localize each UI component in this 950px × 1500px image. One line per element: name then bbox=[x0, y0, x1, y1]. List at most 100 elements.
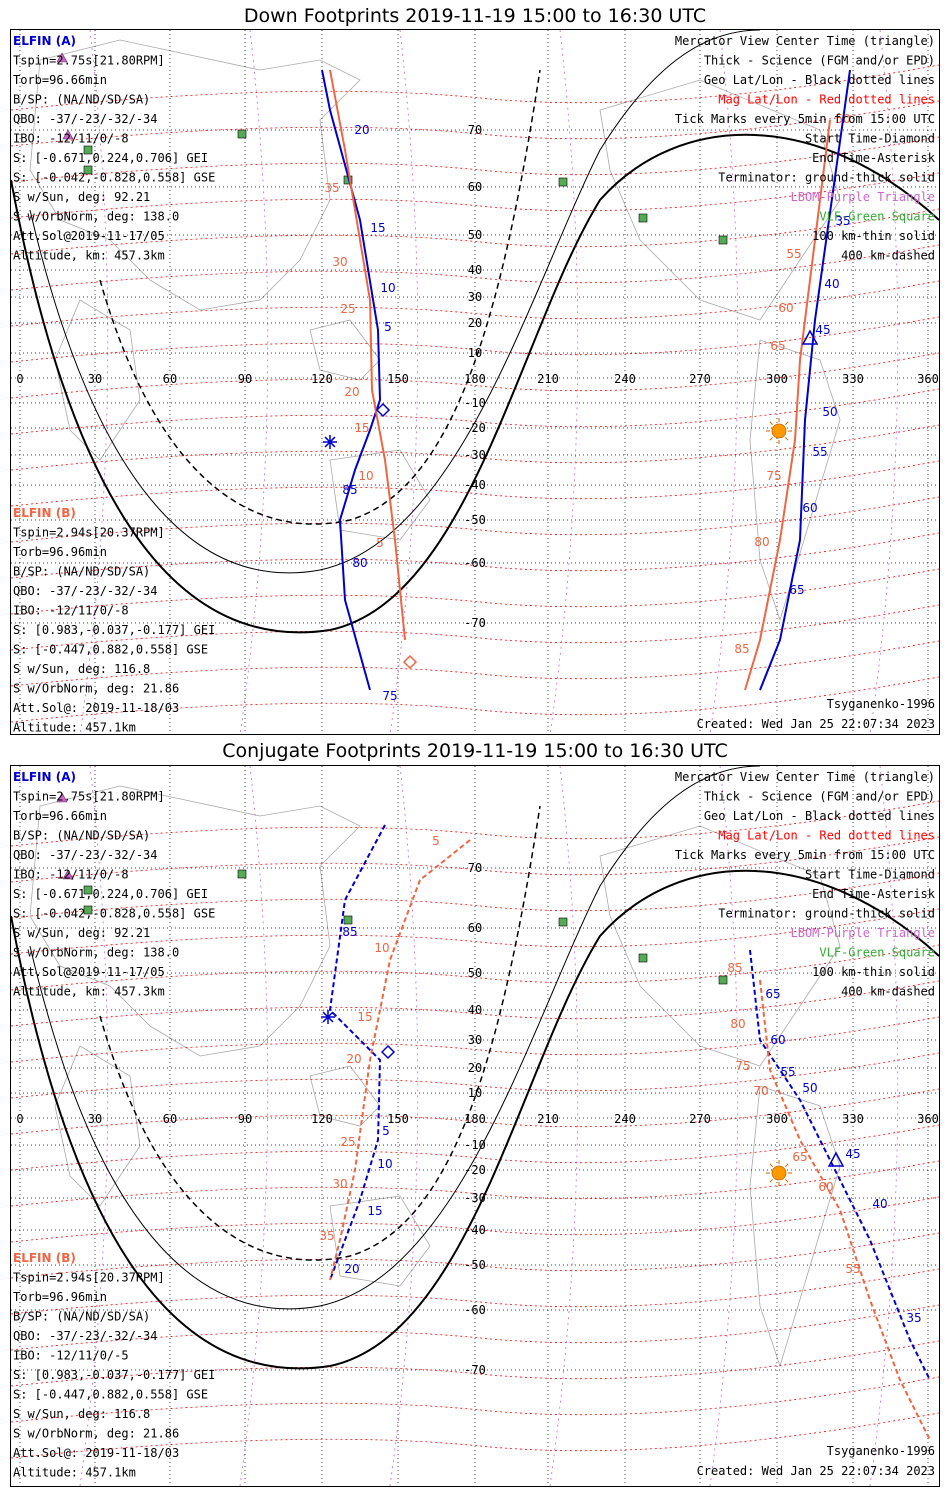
elfin-b-label: ELFIN (B) bbox=[13, 506, 76, 520]
elfin-a-info-line: Altitude, km: 457.3km bbox=[13, 249, 165, 263]
elfin-a-east-tick-label: 50 bbox=[822, 405, 837, 419]
map-content: 5 10 15 20 25 30 35 85 5 10 15 20 65 60 55 50 45 40 35 85 80… bbox=[11, 766, 939, 1486]
lat-tick-label: -40 bbox=[464, 478, 486, 492]
elfin-b-tick-label: 30 bbox=[332, 255, 347, 269]
landmass-outline bbox=[599, 79, 841, 321]
elfin-a-label: ELFIN (A) bbox=[13, 34, 76, 48]
mag-lon-gridline bbox=[549, 30, 579, 735]
lon-tick-label: 30 bbox=[88, 1112, 102, 1126]
mag-lon-gridline bbox=[869, 766, 899, 1486]
sun-icon bbox=[771, 1165, 787, 1181]
sun-ray bbox=[769, 437, 773, 441]
vlf-station-marker bbox=[83, 165, 93, 175]
elfin-b-track-east bbox=[744, 119, 831, 691]
elfin-a-tick-label: 15 bbox=[370, 221, 385, 235]
elfin-a-east-tick-label: 60 bbox=[770, 1033, 785, 1047]
landmass-outline bbox=[329, 1195, 431, 1287]
elfin-b-tick-label: 5 bbox=[432, 834, 440, 848]
sun-ray bbox=[769, 1163, 773, 1167]
elfin-b-info-line: Tspin=2.94s[20.37RPM] bbox=[13, 1271, 165, 1285]
legend-line: 100 km-thin solid bbox=[812, 229, 935, 243]
elfin-b-tick-label: 10 bbox=[374, 941, 389, 955]
lat-tick-label: -50 bbox=[464, 1258, 486, 1272]
landmass-outline bbox=[54, 1045, 141, 1207]
elfin-a-info-line: B/SP: (NA/ND/SD/SA) bbox=[13, 829, 150, 843]
elfin-b-east-tick-label: 55 bbox=[786, 247, 801, 261]
elfin-a-info-line: IBO: -12/11/0/-8 bbox=[13, 868, 129, 882]
start-diamond-icon bbox=[402, 654, 418, 670]
elfin-b-tick-label: 5 bbox=[376, 536, 384, 550]
model-label: Tsyganenko-1996 bbox=[827, 1444, 935, 1458]
legend-line: VLF-Green Square bbox=[819, 210, 935, 224]
elfin-b-info-line: Att.Sol@: 2019-11-18/03 bbox=[13, 1446, 179, 1460]
elfin-a-tick-label: 20 bbox=[354, 123, 369, 137]
legend-line: Mercator View Center Time (triangle) bbox=[675, 34, 935, 48]
elfin-b-info-line: B/SP: (NA/ND/SD/SA) bbox=[13, 1310, 150, 1324]
lat-tick-label: 50 bbox=[468, 966, 482, 980]
vlf-station-marker bbox=[638, 953, 648, 963]
landmass-outline bbox=[749, 339, 841, 622]
legend-line: Start Time-Diamond bbox=[805, 132, 935, 146]
lon-tick-label: 360 bbox=[917, 1112, 939, 1126]
sun-ray bbox=[785, 437, 789, 441]
elfin-a-info-line: IBO: -12/11/0/-8 bbox=[13, 132, 129, 146]
mag-lon-gridline bbox=[79, 30, 109, 735]
elfin-a-tick-label: 75 bbox=[382, 689, 397, 703]
mag-lon-gridline bbox=[389, 30, 419, 735]
elfin-b-info-line: S w/Sun, deg: 116.8 bbox=[13, 662, 150, 676]
landmass-outline bbox=[29, 785, 361, 1057]
elfin-a-tick-label: 5 bbox=[384, 320, 392, 334]
lon-tick-label: 180 bbox=[464, 1112, 486, 1126]
lat-tick-label: -30 bbox=[464, 1191, 486, 1205]
map-panel-down: 5 10 15 20 25 30 35 5 10 15 20 75 80 85 35 40 45 50 55 60 65… bbox=[11, 30, 939, 735]
end-asterisk-icon bbox=[322, 1011, 334, 1023]
lat-tick-label: -40 bbox=[464, 1223, 486, 1237]
elfin-a-info-line: B/SP: (NA/ND/SD/SA) bbox=[13, 93, 150, 107]
elfin-b-tick-label: 25 bbox=[340, 302, 355, 316]
sun-ray bbox=[785, 421, 789, 425]
model-label: Tsyganenko-1996 bbox=[827, 697, 935, 711]
lat-tick-label: 70 bbox=[468, 123, 482, 137]
lon-tick-label: 90 bbox=[238, 1112, 252, 1126]
legend-line: Terminator: ground-thick solid bbox=[718, 171, 935, 185]
lat-tick-label: -30 bbox=[464, 448, 486, 462]
sun-ray bbox=[769, 421, 773, 425]
legend-line: Tick Marks every 5min from 15:00 UTC bbox=[675, 848, 935, 862]
vlf-station-marker bbox=[83, 905, 93, 915]
terminator-400km bbox=[99, 805, 541, 1261]
lat-tick-label: -50 bbox=[464, 513, 486, 527]
elfin-a-track-east bbox=[759, 69, 851, 691]
legend-line: Mag Lat/Lon - Red dotted lines bbox=[718, 829, 935, 843]
elfin-b-tick-label: 15 bbox=[354, 421, 369, 435]
mag-lon-gridline bbox=[239, 30, 269, 735]
elfin-a-info-line: Torb=96.66min bbox=[13, 73, 107, 87]
vlf-station-marker bbox=[638, 213, 648, 223]
landmass-outline bbox=[309, 319, 381, 381]
terminator-ground bbox=[11, 133, 939, 634]
elfin-a-tick-label: 5 bbox=[382, 1124, 390, 1138]
elfin-b-east-tick-label: 75 bbox=[735, 1059, 750, 1073]
elfin-a-track-east bbox=[749, 949, 931, 1381]
lat-tick-label: 20 bbox=[468, 316, 482, 330]
legend-line: LBOM-Purple Triangle bbox=[791, 190, 936, 204]
elfin-a-east-tick-label: 65 bbox=[789, 583, 804, 597]
elfin-a-east-tick-label: 55 bbox=[812, 445, 827, 459]
elfin-a-tick-label: 85 bbox=[342, 925, 357, 939]
created-timestamp: Created: Wed Jan 25 22:07:34 2023 bbox=[697, 717, 935, 731]
elfin-b-info-line: S: [0.983,-0.037,-0.177] GEI bbox=[13, 1368, 215, 1382]
center-time-triangle-icon bbox=[801, 329, 819, 345]
end-asterisk-icon bbox=[324, 436, 336, 448]
lon-tick-label: 60 bbox=[163, 1112, 177, 1126]
elfin-b-info-line: QBO: -37/-23/-32/-34 bbox=[13, 1329, 158, 1343]
elfin-b-tick-label: 20 bbox=[346, 1052, 361, 1066]
lon-tick-label: 270 bbox=[689, 372, 711, 386]
vlf-station-marker bbox=[237, 129, 247, 139]
lon-tick-label: 180 bbox=[464, 372, 486, 386]
elfin-b-info-line: QBO: -37/-23/-32/-34 bbox=[13, 584, 158, 598]
elfin-a-info-line: Att.Sol@2019-11-17/05 bbox=[13, 229, 165, 243]
lat-tick-label: -20 bbox=[464, 1163, 486, 1177]
elfin-b-info-line: Altitude: 457.1km bbox=[13, 721, 136, 735]
elfin-b-info-line: S w/OrbNorm, deg: 21.86 bbox=[13, 682, 179, 696]
legend-line: Thick - Science (FGM and/or EPD) bbox=[704, 790, 935, 804]
